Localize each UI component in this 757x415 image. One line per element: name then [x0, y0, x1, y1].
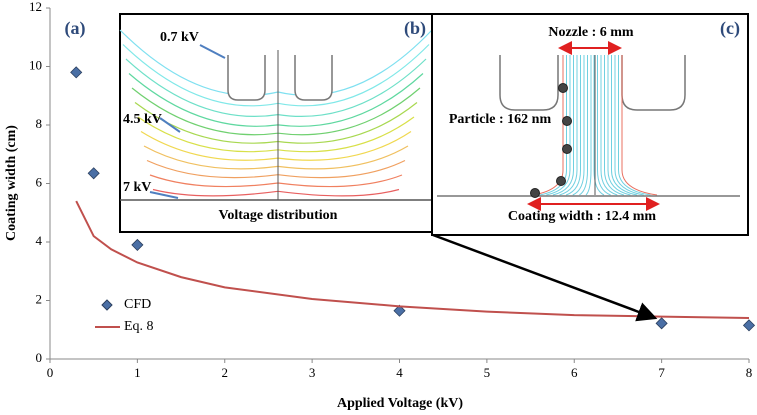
jet-line [611, 55, 638, 196]
cfd-point [742, 319, 756, 332]
panel-label: (c) [720, 18, 740, 39]
y-axis-label: Coating width (cm) [4, 125, 19, 241]
jet-line [600, 55, 618, 196]
panel-label: (a) [65, 18, 86, 39]
annotation: 0.7 kV [160, 30, 199, 45]
y-tick-label: 10 [29, 57, 42, 72]
y-tick-label: 2 [36, 291, 43, 306]
cfd-point [87, 167, 100, 180]
y-tick-label: 12 [29, 0, 42, 14]
annotation: 7 kV [123, 180, 151, 195]
y-tick-label: 4 [36, 233, 43, 248]
x-tick-label: 7 [658, 365, 665, 380]
pointer-arrow [432, 233, 658, 322]
cfd-point [655, 317, 668, 330]
jet-line [559, 55, 578, 196]
cfd-point [70, 66, 83, 79]
annotation: 4.5 kV [123, 112, 162, 127]
nozzle [621, 55, 686, 111]
x-tick-label: 6 [571, 365, 578, 380]
legend-label: CFD [124, 297, 151, 312]
x-axis-label: Applied Voltage (kV) [337, 396, 463, 411]
pointer [199, 44, 226, 59]
jet-line [565, 55, 581, 196]
nozzle [227, 55, 266, 101]
particle [562, 144, 572, 154]
jet-line [614, 55, 644, 196]
annotation: Coating width : 12.4 mm [508, 209, 657, 224]
jet-line [618, 55, 651, 196]
nozzle [499, 55, 559, 111]
legend-swatch [101, 299, 113, 311]
panel-label: (b) [404, 18, 426, 39]
x-tick-label: 4 [396, 365, 403, 380]
inset-c: (c) Nozzle : 6 mm Particle : 162 nm Coating… [431, 13, 749, 236]
cfd-point [393, 304, 406, 317]
y-tick-label: 6 [36, 174, 43, 189]
x-tick-label: 1 [134, 365, 141, 380]
y-tick-label: 8 [36, 116, 43, 131]
jet-line [552, 55, 574, 196]
jet-line [593, 55, 605, 196]
x-tick-label: 2 [222, 365, 229, 380]
inset-b: (b) 0.7 kV 4.5 kV 7 kV Voltage distribution [119, 13, 433, 233]
pointer [159, 117, 181, 133]
jet-line [585, 55, 592, 196]
x-tick-label: 3 [309, 365, 316, 380]
annotation: Voltage distribution [219, 208, 338, 223]
jet-line [607, 55, 631, 196]
legend-label: Eq. 8 [124, 319, 154, 334]
annotation: Particle : 162 nm [449, 112, 552, 127]
particle [556, 176, 566, 186]
particle [558, 83, 568, 93]
jet-line [546, 55, 571, 196]
jet-line [572, 55, 585, 196]
plot-area: CFD Eq. 8 [70, 66, 756, 334]
x-tick-label: 5 [484, 365, 491, 380]
particle [530, 188, 540, 198]
inset-frame [119, 13, 433, 233]
jet-line [604, 55, 625, 196]
annotation: Nozzle : 6 mm [548, 25, 633, 40]
cfd-point [131, 238, 144, 251]
jet-line [597, 55, 611, 196]
x-tick-label: 8 [746, 365, 753, 380]
jet-line [579, 55, 588, 196]
eq8-line [75, 200, 750, 320]
pointer [149, 191, 179, 199]
jet-line [621, 55, 658, 196]
nozzle [294, 55, 333, 101]
particle [562, 116, 572, 126]
x-tick-label: 0 [47, 365, 54, 380]
y-tick-label: 0 [36, 350, 43, 365]
